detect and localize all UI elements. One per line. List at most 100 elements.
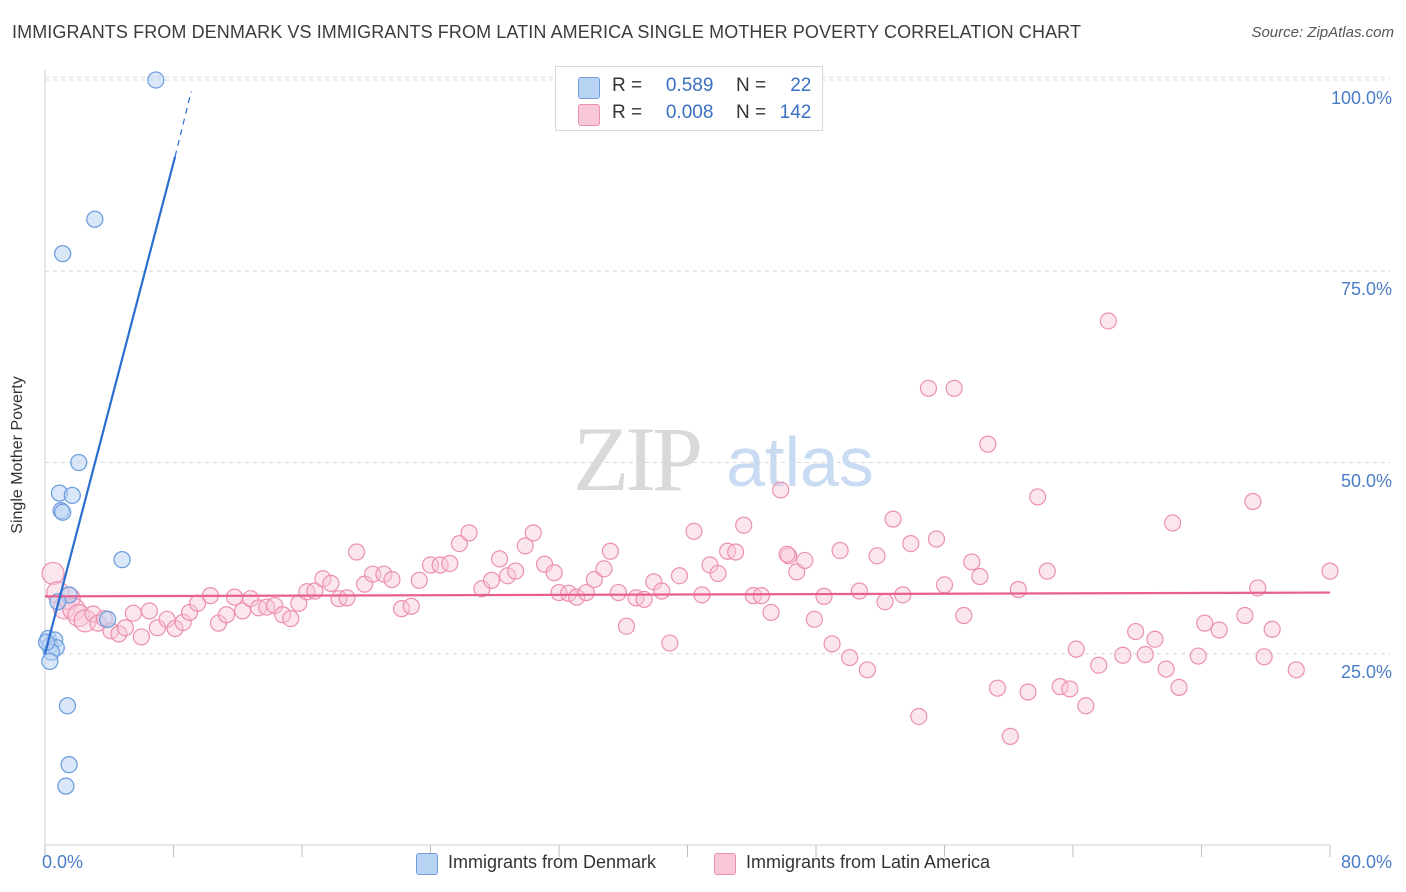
latin-america-point: [482, 571, 501, 589]
latin-america-point: [1163, 514, 1182, 532]
axes: [44, 70, 1331, 857]
y-tick-label: 75.0%: [1340, 279, 1392, 300]
denmark-point: [147, 71, 165, 89]
latin-america-point: [850, 582, 868, 600]
latin-america-point: [1038, 562, 1056, 580]
latin-america-point: [609, 583, 628, 602]
latin-america-point: [1114, 646, 1132, 664]
legend-n-value: 22: [790, 75, 812, 96]
latin-america-point: [876, 593, 894, 611]
legend-n-label: N =: [735, 102, 767, 123]
denmark-swatch: [416, 853, 438, 875]
latin-america-point: [441, 554, 459, 573]
latin-america-point: [110, 625, 128, 643]
latin-america-point: [174, 613, 192, 631]
denmark-point: [60, 756, 78, 774]
latin-america-point: [709, 564, 727, 583]
denmark-point: [58, 697, 77, 715]
latin-america-point: [577, 583, 595, 602]
latin-america-point: [884, 510, 902, 528]
latin-america-point: [1099, 312, 1117, 330]
latin-america-point: [516, 537, 534, 555]
latin-america-point: [1067, 640, 1085, 658]
latin-america-point: [601, 542, 620, 560]
latin-america-point: [124, 604, 142, 622]
denmark-trend-extension: [174, 91, 192, 157]
legend-n-value: 142: [779, 102, 812, 123]
latin-america-point: [1001, 727, 1019, 745]
latin-america-swatch: [714, 853, 736, 875]
latin-america-point: [338, 589, 356, 607]
watermark-zip: ZIP: [573, 408, 700, 510]
latin-america-point: [945, 379, 963, 397]
latin-america-point: [499, 567, 517, 585]
latin-america-point: [762, 603, 780, 622]
latin-america-point: [919, 379, 938, 397]
latin-america-point: [617, 617, 636, 635]
latin-america-point: [524, 524, 542, 542]
latin-america-point: [778, 545, 796, 563]
latin-america-point: [274, 606, 292, 624]
y-tick-label: 50.0%: [1340, 470, 1392, 491]
latin-america-point: [1321, 562, 1339, 580]
source-label: Source: ZipAtlas.com: [1251, 24, 1394, 41]
latin-america-point: [661, 634, 679, 652]
latin-america-point: [1090, 656, 1108, 674]
latin-america-point: [979, 435, 997, 453]
denmark-point: [70, 453, 88, 472]
latin-america-point: [1244, 492, 1262, 511]
latin-america-point: [805, 610, 823, 628]
latin-america-point: [988, 679, 1007, 697]
latin-america-point: [910, 707, 928, 726]
latin-america-trend-line: [44, 591, 1331, 598]
latin-america-point: [1157, 660, 1175, 678]
latin-america-point: [314, 570, 332, 588]
latin-america-point: [348, 543, 366, 561]
latin-america-point: [727, 543, 745, 561]
bottom-legend-label: Immigrants from Latin America: [746, 852, 991, 872]
latin-america-point: [1170, 678, 1188, 697]
latin-america-point: [796, 551, 814, 570]
denmark-point: [86, 210, 104, 228]
latin-america-point: [421, 556, 440, 574]
legend-n-label: N =: [735, 75, 767, 96]
latin-america-point: [1189, 647, 1207, 665]
latin-america-point: [772, 481, 790, 499]
latin-america-point: [1263, 620, 1281, 638]
latin-america-point: [1077, 697, 1095, 715]
latin-america-point: [560, 584, 578, 602]
legend-r-value: 0.589: [665, 75, 714, 96]
latin-america-points: [41, 312, 1339, 745]
latin-america-point: [1029, 488, 1047, 506]
latin-america-point: [507, 562, 525, 580]
latin-america-point: [383, 570, 401, 589]
latin-america-point: [1127, 622, 1145, 641]
latin-america-point: [868, 547, 886, 565]
legend-r-label: R =: [612, 75, 643, 96]
latin-america-point: [410, 571, 428, 589]
latin-america-point: [752, 587, 770, 605]
latin-america-point: [831, 541, 849, 560]
latin-america-point: [568, 588, 586, 606]
denmark-point: [113, 551, 131, 569]
latin-america-point: [963, 553, 981, 571]
latin-america-point: [1255, 648, 1273, 666]
latin-america-point: [1210, 621, 1228, 639]
denmark-point: [54, 245, 72, 263]
latin-america-point: [1136, 645, 1154, 664]
latin-america-point: [233, 602, 252, 620]
latin-america-point: [460, 524, 478, 542]
denmark-swatch: [578, 77, 600, 99]
latin-america-point: [450, 534, 469, 553]
denmark-point: [41, 652, 59, 671]
denmark-point: [98, 610, 117, 628]
latin-america-point: [1009, 580, 1027, 599]
latin-america-point: [490, 550, 509, 568]
latin-america-point: [858, 661, 877, 679]
latin-america-point: [927, 530, 946, 548]
latin-america-point: [1196, 614, 1214, 632]
latin-america-point: [823, 635, 841, 653]
latin-america-point: [545, 564, 563, 582]
latin-america-point: [670, 567, 689, 585]
latin-america-point: [735, 516, 753, 534]
